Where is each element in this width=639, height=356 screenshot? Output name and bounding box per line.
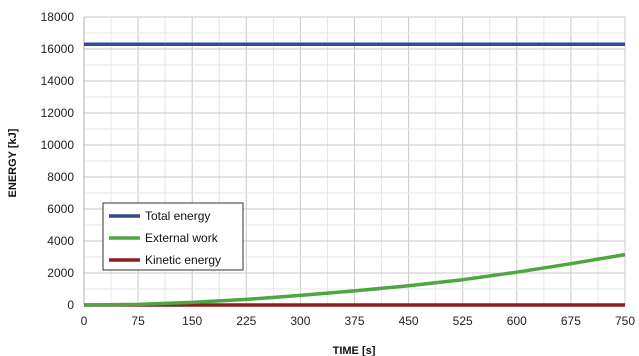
y-tick-label: 0 — [67, 298, 74, 312]
x-tick-label: 75 — [131, 314, 145, 328]
x-tick-label: 225 — [236, 314, 256, 328]
y-tick-label: 12000 — [41, 106, 75, 120]
y-tick-label: 2000 — [47, 266, 74, 280]
y-axis-title: ENERGY [kJ] — [7, 128, 19, 197]
y-tick-label: 10000 — [41, 138, 75, 152]
x-tick-labels: 0 75 150 225 300 375 450 525 600 675 750 — [81, 314, 636, 328]
x-tick-label: 750 — [615, 314, 635, 328]
y-tick-labels: 0 2000 4000 6000 8000 10000 12000 14000 16000 180… — [41, 10, 75, 312]
y-tick-label: 18000 — [41, 10, 75, 24]
x-tick-label: 300 — [290, 314, 310, 328]
legend: Total energy External work Kinetic energy — [102, 202, 244, 271]
x-tick-label: 150 — [182, 314, 202, 328]
x-tick-label: 375 — [344, 314, 364, 328]
legend-label-external-work: External work — [145, 231, 219, 245]
x-tick-label: 600 — [507, 314, 527, 328]
x-tick-label: 525 — [453, 314, 473, 328]
x-tick-label: 0 — [81, 314, 88, 328]
y-tick-label: 6000 — [47, 202, 74, 216]
y-tick-label: 16000 — [41, 42, 75, 56]
legend-label-total-energy: Total energy — [145, 209, 210, 223]
y-tick-label: 8000 — [47, 170, 74, 184]
legend-label-kinetic-energy: Kinetic energy — [145, 253, 221, 267]
x-tick-label: 450 — [399, 314, 419, 328]
grid — [83, 16, 626, 306]
series-layer — [83, 42, 626, 307]
series-line-external-work — [83, 252, 626, 307]
y-tick-label: 14000 — [41, 74, 75, 88]
x-tick-label: 675 — [561, 314, 581, 328]
x-axis-title: TIME [s] — [333, 345, 376, 356]
y-tick-label: 4000 — [47, 234, 74, 248]
